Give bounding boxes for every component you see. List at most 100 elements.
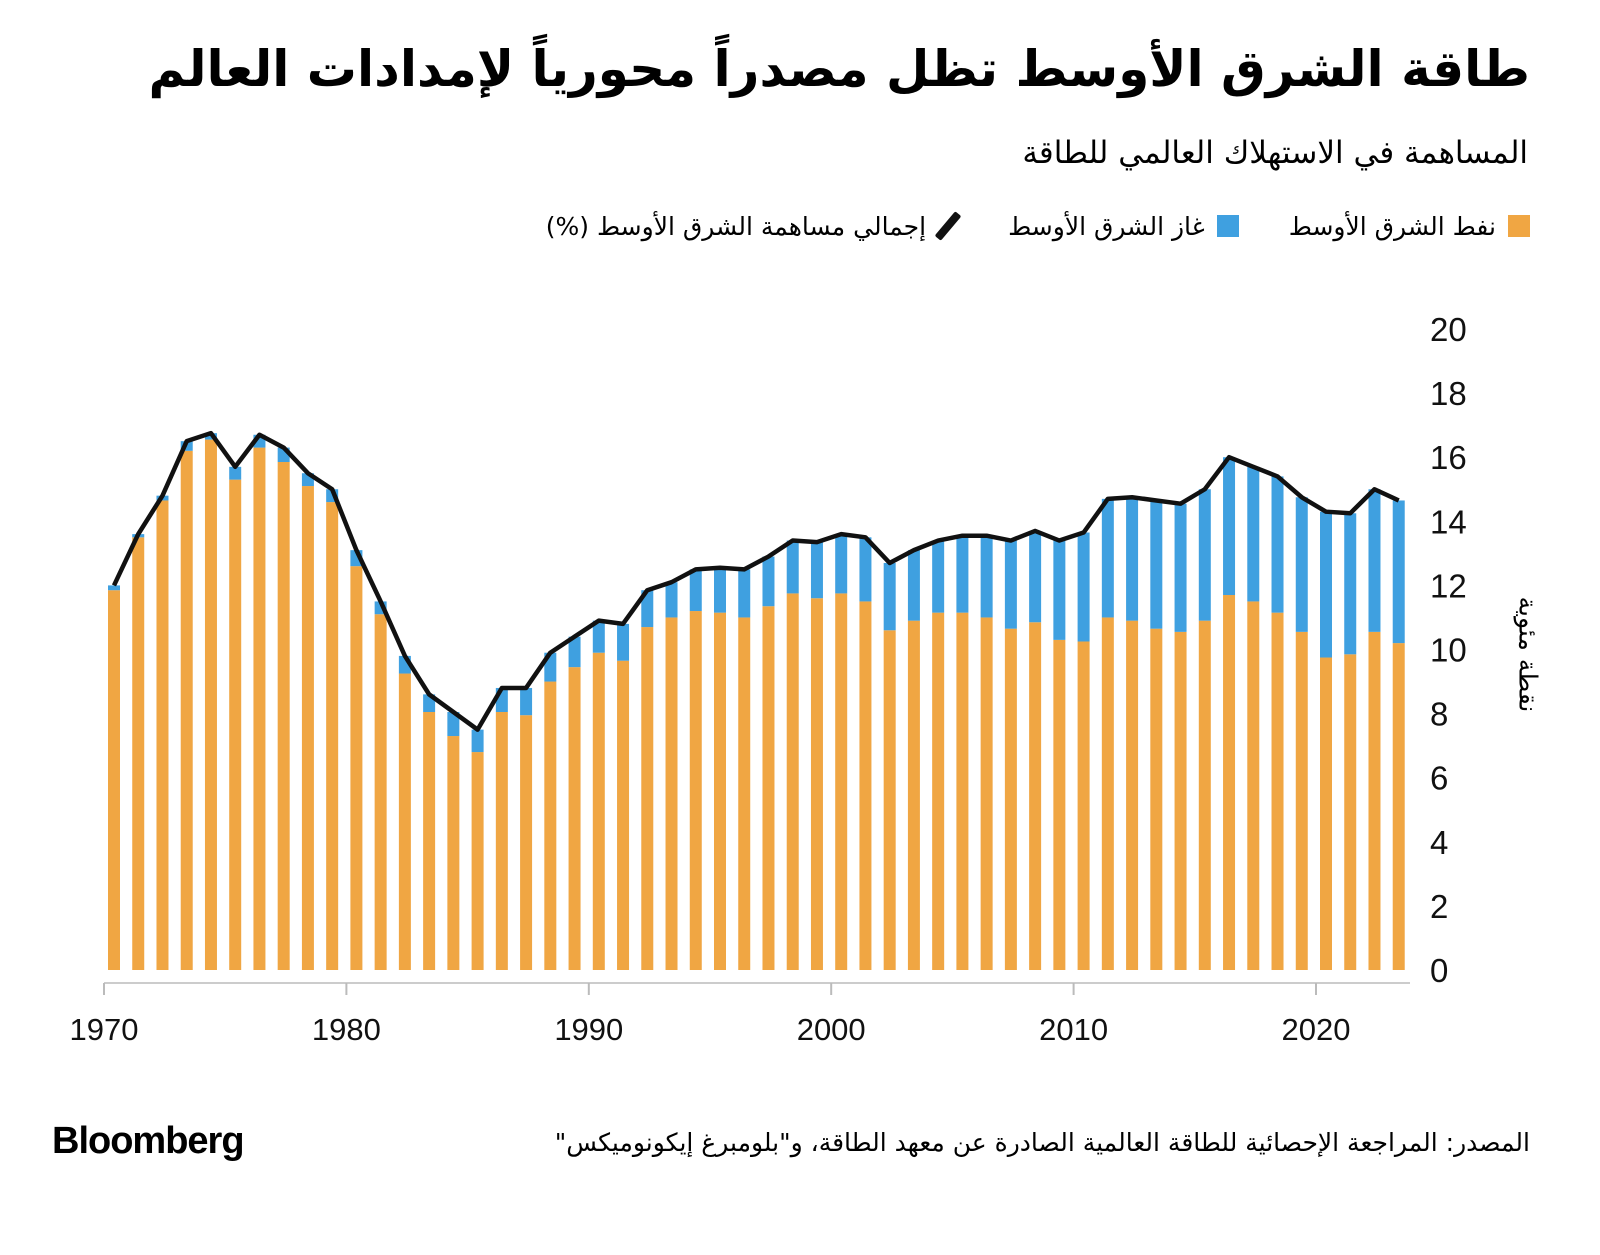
oil-bar [641,627,654,970]
y-axis-label: نقطة مئوية [1513,596,1543,713]
gas-bar [883,562,896,631]
oil-bar [1295,631,1308,970]
gas-bar [1174,503,1187,632]
oil-bar [665,617,678,970]
y-tick-label: 0 [1430,952,1448,989]
gas-bar [1271,476,1284,613]
gas-bar [762,556,775,607]
gas-bar [859,537,872,602]
source-note: المصدر: المراجعة الإحصائية للطاقة العالم… [554,1128,1530,1157]
oil-bar [1004,628,1017,970]
legend-label-total: إجمالي مساهمة الشرق الأوسط (%) [545,211,927,241]
oil-bar [592,652,605,970]
legend-label-gas: غاز الشرق الأوسط [1008,211,1205,241]
gas-bar [665,582,678,618]
y-tick-label: 12 [1430,567,1467,604]
y-tick-label: 10 [1430,632,1467,669]
oil-bar [132,537,145,970]
gas-bar [932,540,945,613]
y-tick-label: 18 [1430,375,1467,412]
oil-bar [1271,612,1284,970]
gas-bar [1295,497,1308,632]
oil-bar [544,681,557,970]
oil-bar [277,462,290,970]
oil-bar [229,479,242,970]
gas-bar [835,534,848,594]
oil-bar [859,601,872,970]
oil-bar [520,715,533,970]
oil-bar [398,673,411,970]
oil-bar [689,611,702,970]
gas-bar [447,711,460,737]
oil-bar [423,711,436,970]
oil-bar [810,598,823,970]
oil-bar [568,667,581,970]
oil-bar [1126,620,1139,970]
gas-bar [1320,511,1332,658]
oil-bar [907,620,920,970]
oil-bar [617,660,630,970]
legend-label-oil: نفط الشرق الأوسط [1288,211,1496,241]
oil-bar [204,439,217,970]
oil-bar [1077,641,1090,970]
gas-bar [1004,540,1017,629]
oil-bar [180,450,193,970]
oil-bar [1368,631,1381,970]
y-tick-label: 16 [1430,439,1467,476]
gas-bar [1223,457,1236,596]
x-tick-label: 1970 [70,1012,139,1047]
oil-bar [350,566,363,970]
gas-bar [592,620,605,653]
gas-bar [1150,500,1163,629]
gas-bar [1053,540,1066,640]
oil-bar [835,593,848,970]
gas-bar [810,542,823,599]
gas-bar [956,535,969,613]
gas-bar [568,636,581,668]
gas-bar [714,567,726,613]
oil-bar [471,752,484,970]
legend-item-total: إجمالي مساهمة الشرق الأوسط (%) [545,210,962,242]
y-tick-label: 4 [1430,824,1448,861]
oil-bar [1053,639,1066,970]
oil-bar [1247,601,1260,970]
oil-swatch-icon [1508,215,1530,237]
gas-bar [108,585,120,591]
x-tick-label: 2020 [1282,1012,1351,1047]
gas-bar [1392,500,1405,644]
gas-bar [1344,513,1357,655]
oil-bar [1223,595,1236,970]
oil-bar [1198,620,1211,970]
oil-bar [956,612,969,970]
gas-bar [1101,498,1114,618]
oil-bar [108,590,120,970]
oil-bar [786,593,799,970]
oil-bar [1344,654,1357,970]
y-tick-label: 2 [1430,888,1448,925]
oil-bar [738,617,751,970]
oil-bar [301,486,314,970]
gas-bar [738,569,751,618]
gas-bar [1077,532,1090,642]
oil-bar [156,500,169,970]
x-tick-label: 1990 [554,1012,623,1047]
gas-bar [1247,466,1260,602]
gas-bar [980,535,993,618]
legend-item-oil: نفط الشرق الأوسط [1289,212,1530,241]
oil-bar [374,614,387,970]
chart-title: طاقة الشرق الأوسط تظل مصدراً محورياً لإم… [148,40,1531,98]
x-tick-label: 2010 [1039,1012,1108,1047]
y-tick-label: 8 [1430,696,1448,733]
gas-bar [907,550,920,621]
gas-bar [1368,489,1381,632]
oil-bar [714,612,726,970]
oil-bar [253,447,266,971]
x-tick-label: 2000 [797,1012,866,1047]
oil-bar [326,502,339,970]
gas-bar [1198,489,1211,621]
oil-bar [1174,631,1187,970]
gas-bar [786,540,799,594]
bloomberg-logo: Bloomberg [52,1120,245,1162]
gas-bar [471,729,484,753]
